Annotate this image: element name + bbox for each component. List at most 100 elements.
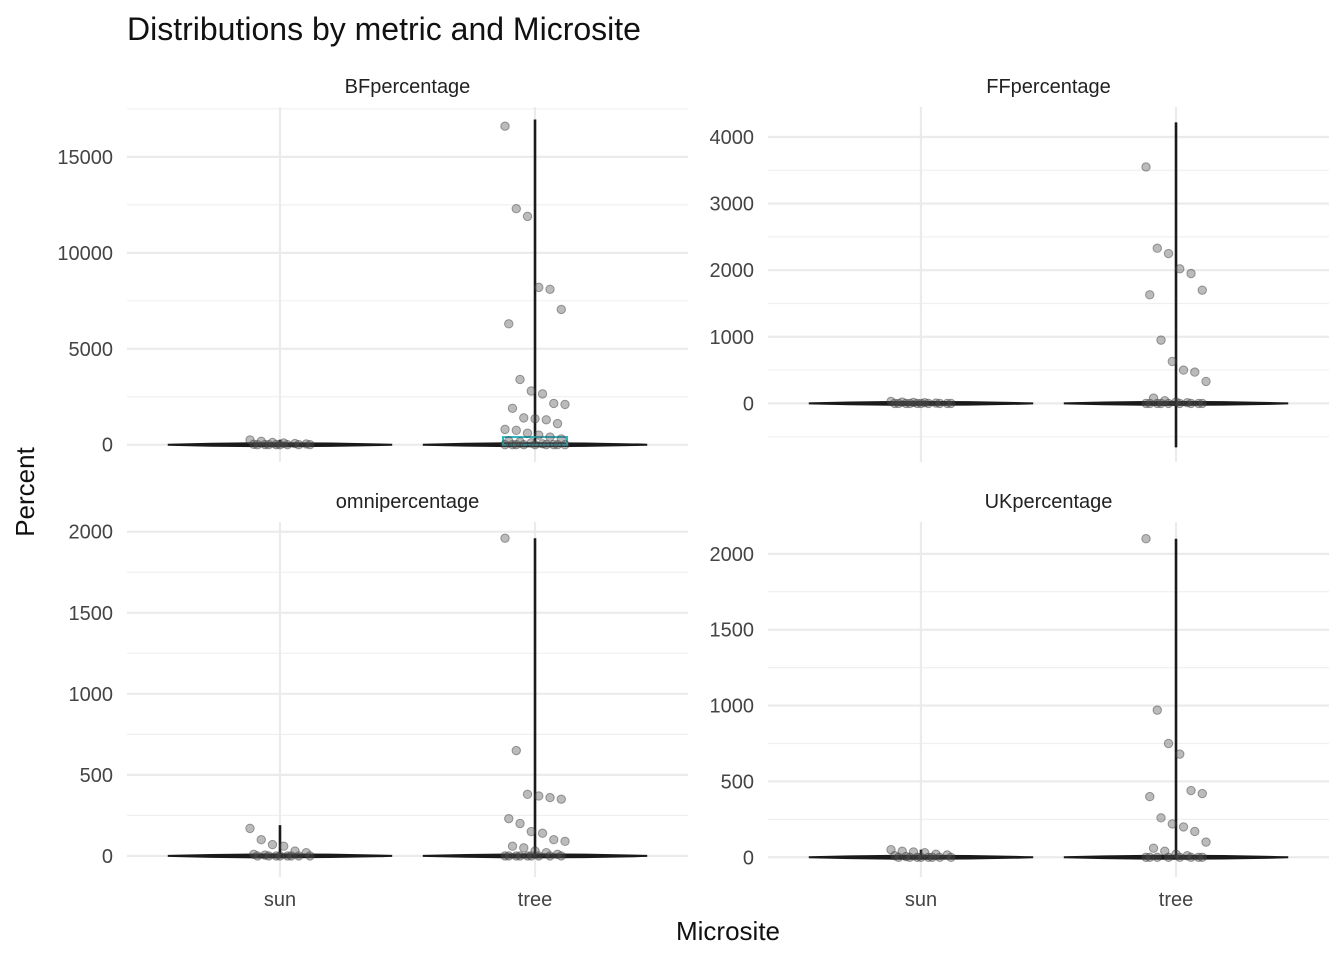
data-point-tree	[519, 843, 529, 853]
data-point-tree	[515, 818, 525, 829]
data-point-tree	[560, 399, 570, 410]
data-point-sun	[282, 851, 293, 861]
data-point-tree	[1197, 285, 1207, 295]
violin-body-sun	[167, 442, 393, 448]
data-point-tree	[1186, 785, 1196, 796]
data-point-tree	[519, 413, 529, 423]
y-tick-label: 15000	[57, 147, 113, 169]
data-point-sun	[927, 852, 937, 862]
violin-body-sun	[167, 853, 393, 859]
data-point-tree	[534, 791, 544, 801]
data-point-tree	[1163, 248, 1174, 259]
data-point-sun	[920, 398, 930, 408]
data-point-sun	[275, 440, 285, 450]
data-point-tree	[1145, 791, 1155, 802]
data-point-tree	[522, 211, 533, 222]
data-point-tree	[1160, 396, 1170, 406]
data-point-sun	[282, 440, 293, 450]
data-point-sun	[935, 852, 945, 862]
data-point-sun	[245, 823, 255, 834]
data-point-sun	[923, 398, 934, 409]
data-point-tree	[1163, 738, 1174, 749]
data-point-sun	[893, 398, 904, 409]
y-tick-label: 3000	[710, 194, 755, 216]
data-point-sun	[260, 850, 270, 860]
data-point-sun	[897, 397, 907, 407]
data-point-tree	[507, 841, 518, 851]
data-point-tree	[511, 204, 521, 214]
data-point-tree	[552, 849, 563, 860]
data-point-tree	[552, 440, 563, 450]
x-tick-label-sun: sun	[905, 889, 937, 911]
y-tick-label: 1000	[710, 327, 755, 349]
data-point-tree	[549, 440, 559, 450]
panel-UKpercentage: UKpercentage 0 500 1000 1500 2000 sun tree	[710, 491, 1329, 911]
data-point-tree	[500, 424, 510, 435]
data-point-sun	[931, 398, 941, 408]
data-point-tree	[1201, 376, 1211, 387]
data-point-sun	[916, 398, 926, 409]
data-point-tree	[534, 282, 544, 293]
data-point-sun	[252, 440, 263, 450]
facet-label: UKpercentage	[985, 491, 1113, 513]
data-point-tree	[1175, 264, 1185, 274]
data-point-sun	[249, 849, 259, 860]
data-point-sun	[912, 852, 922, 862]
data-point-sun	[290, 438, 300, 449]
data-point-tree	[500, 440, 510, 450]
data-point-tree	[500, 851, 510, 861]
data-point-tree	[1145, 852, 1155, 862]
data-point-tree	[1156, 335, 1166, 345]
data-point-tree	[1186, 268, 1196, 279]
data-point-tree	[522, 851, 533, 861]
data-point-sun	[301, 847, 311, 858]
data-point-tree	[560, 440, 570, 450]
y-tick-label: 0	[743, 847, 754, 869]
data-point-tree	[1141, 398, 1151, 409]
y-tick-label: 1000	[69, 684, 114, 706]
data-point-sun	[245, 435, 255, 445]
data-point-sun	[267, 839, 278, 850]
data-point-sun	[271, 851, 281, 861]
data-point-tree	[1175, 852, 1185, 862]
data-point-sun	[279, 438, 289, 448]
data-point-tree	[526, 851, 536, 861]
y-tick-label: 1500	[69, 603, 114, 625]
data-point-sun	[897, 846, 907, 856]
data-point-tree	[1148, 843, 1159, 853]
data-point-tree	[1152, 705, 1162, 715]
data-point-sun	[893, 852, 904, 862]
data-point-tree	[1193, 852, 1204, 862]
panel-BFpercentage: BFpercentage 0 5000 10000 15000	[57, 76, 688, 462]
data-point-sun	[286, 851, 296, 861]
data-point-tree	[507, 440, 518, 450]
data-point-tree	[1197, 852, 1207, 862]
data-point-tree	[530, 414, 540, 424]
data-point-tree	[1186, 852, 1196, 862]
data-point-tree	[1152, 852, 1162, 862]
data-point-tree	[1156, 398, 1166, 409]
y-tick-label: 4000	[710, 127, 755, 149]
data-point-tree	[556, 434, 566, 444]
data-point-tree	[541, 847, 551, 858]
y-tick-label: 5000	[69, 339, 114, 361]
data-point-tree	[511, 440, 521, 450]
data-point-sun	[294, 440, 304, 450]
data-point-tree	[1167, 819, 1177, 829]
box-tree	[502, 436, 569, 446]
y-tick-label: 500	[721, 771, 754, 793]
violin-body-tree	[1063, 854, 1289, 860]
data-point-tree	[1197, 788, 1207, 799]
data-point-sun	[905, 852, 915, 862]
data-point-tree	[1163, 852, 1174, 862]
data-point-tree	[500, 533, 510, 543]
data-point-sun	[942, 398, 952, 409]
data-point-tree	[1171, 849, 1181, 859]
data-point-tree	[530, 846, 540, 856]
data-point-tree	[504, 851, 514, 861]
data-point-sun	[942, 850, 952, 860]
data-point-sun	[886, 844, 896, 855]
data-point-tree	[1145, 398, 1155, 409]
data-point-tree	[545, 432, 555, 442]
